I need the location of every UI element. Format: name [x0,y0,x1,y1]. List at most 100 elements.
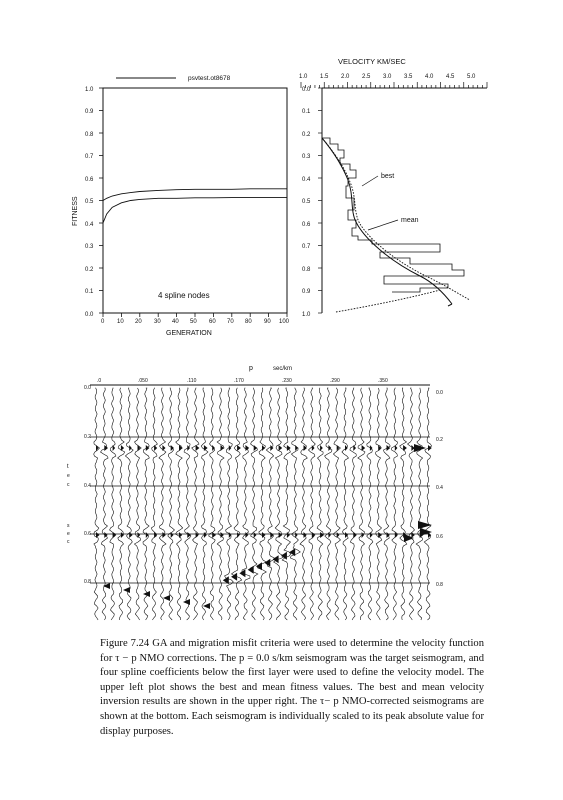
fitness-legend-label: psvtest.ot8678 [188,75,231,82]
seismogram-fill-lobe [353,532,357,538]
seismogram-fill-lobe [253,532,257,538]
seismogram-right-ticks: 0.0 0.2 0.4 0.6 0.8 [436,390,443,588]
seismogram-right-tick: 0.6 [436,534,443,540]
fitness-x-tick: 10 [117,319,124,325]
fitness-xlabel: GENERATION [166,330,212,337]
seismogram-fill-lobe [137,532,141,538]
seismogram-fill-lobe [404,534,414,542]
velocity-x-tick: 4.0 [425,74,434,80]
fitness-y-tick: 0.2 [85,267,94,273]
seismogram-trace [230,387,243,621]
fitness-y-tick: 0.9 [85,109,94,115]
seismogram-trace [273,387,285,621]
seismogram-fill-lobe [278,445,283,451]
fitness-x-ticks: 0 10 20 30 40 50 60 70 80 90 100 [101,319,290,325]
seismogram-fill-lobe [345,532,349,538]
seismogram-fill-lobe [195,532,199,538]
seismogram-fill-lobe [378,445,381,451]
velocity-x-tick: 1.5 [320,74,329,80]
seismogram-trace [316,387,324,621]
seismogram-left-tick: 0.6 [84,531,91,537]
seismogram-fill-lobe [295,445,298,451]
fitness-y-tick: 1.0 [85,87,94,93]
seismogram-fill-lobe [212,445,215,451]
velocity-y-tick: 0.3 [302,154,311,160]
seismogram-fills [96,444,432,609]
seismogram-trace [142,387,150,621]
seismogram-p-tick: .110 [187,378,197,384]
seismogram-fill-lobe [270,445,274,451]
seismogram-fill-lobe [320,532,324,538]
seismogram-fill-lobe [320,445,323,451]
seismogram-trace [299,387,308,621]
seismogram-fill-lobe [303,445,307,451]
seismogram-p-label: p [249,365,253,372]
fitness-x-tick: 100 [279,319,290,325]
seismogram-fill-lobe [170,445,174,451]
seismogram-p-tick: .0 [97,378,101,384]
seismogram-fill-lobe [120,445,125,451]
axis-letter: t [67,464,69,470]
velocity-x-tick: 5.0 [467,74,476,80]
seismogram-fill-lobe [394,445,398,451]
seismogram-fill-lobe [289,548,296,557]
seismogram-fill-lobe [262,445,265,451]
seismogram-fill-lobe [187,445,190,451]
axis-letter: c [67,539,70,545]
seismogram-fill-lobe [311,532,316,538]
seismogram-trace [175,387,184,620]
velocity-y-tick: 0.6 [302,222,311,228]
velocity-y-tick: 1.0 [302,312,311,318]
seismogram-fill-lobe [187,532,191,538]
seismogram-trace [191,387,200,621]
velocity-y-tick: 0.9 [302,289,311,295]
fitness-x-tick: 80 [245,319,252,325]
seismogram-fill-lobe [203,603,210,609]
seismogram-fill-lobe [262,532,266,538]
seismogram-fill-lobe [212,532,216,538]
seismogram-fill-lobe [129,445,132,451]
seismogram-fill-lobe [228,445,232,451]
caption-text: GA and migration misfit criteria were us… [100,638,484,737]
velocity-mean-tail [335,289,441,313]
seismogram-trace [265,387,275,621]
fitness-y-tick: 0.8 [85,132,94,138]
seismogram-fill-lobe [203,445,208,451]
seismogram-fill-lobe [353,445,356,451]
seismogram-fill-lobe [228,532,232,538]
seismogram-fill-lobe [411,532,415,538]
seismogram-trace [383,387,391,621]
seismogram-fill-lobe [394,532,398,538]
seismogram-trace [109,387,117,621]
velocity-y-tick: 0.2 [302,132,311,138]
seismogram-fill-lobe [303,532,307,538]
fitness-x-tick: 70 [227,319,234,325]
axis-letter: e [67,473,70,479]
seismogram-p-tick: .290 [330,378,340,384]
seismogram-trace [307,387,316,621]
fitness-y-ticks: 1.0 0.9 0.8 0.7 0.6 0.5 0.4 0.3 0.2 0.1 … [85,87,94,318]
seismogram-fill-lobe [418,521,432,529]
seismogram-right-tick: 0.4 [436,485,443,491]
seismogram-fill-lobe [264,558,271,567]
seismogram-trace [281,387,292,621]
seismogram-fill-lobe [272,555,279,564]
figure-caption: Figure 7.24 GA and migration misfit crit… [100,637,484,739]
seismogram-p-tick: .170 [234,378,244,384]
seismogram-right-tick: 0.2 [436,437,443,443]
seismogram-fill-lobe [311,445,315,451]
seismogram-fill-lobe [170,532,174,538]
seismogram-trace [117,387,126,621]
seismogram-trace [399,387,408,621]
seismogram-trace [290,387,301,621]
seismogram-right-tick: 0.0 [436,390,443,396]
fitness-y-tick: 0.5 [85,199,94,205]
seismogram-fill-lobe [286,445,291,451]
seismogram-p-tick: .050 [138,378,148,384]
seismogram-fill-lobe [179,445,183,451]
velocity-y-tick: 0.8 [302,267,311,273]
seismogram-trace [357,387,366,621]
seismogram-fill-lobe [145,532,149,538]
velocity-y-tick: 0.7 [302,244,311,250]
